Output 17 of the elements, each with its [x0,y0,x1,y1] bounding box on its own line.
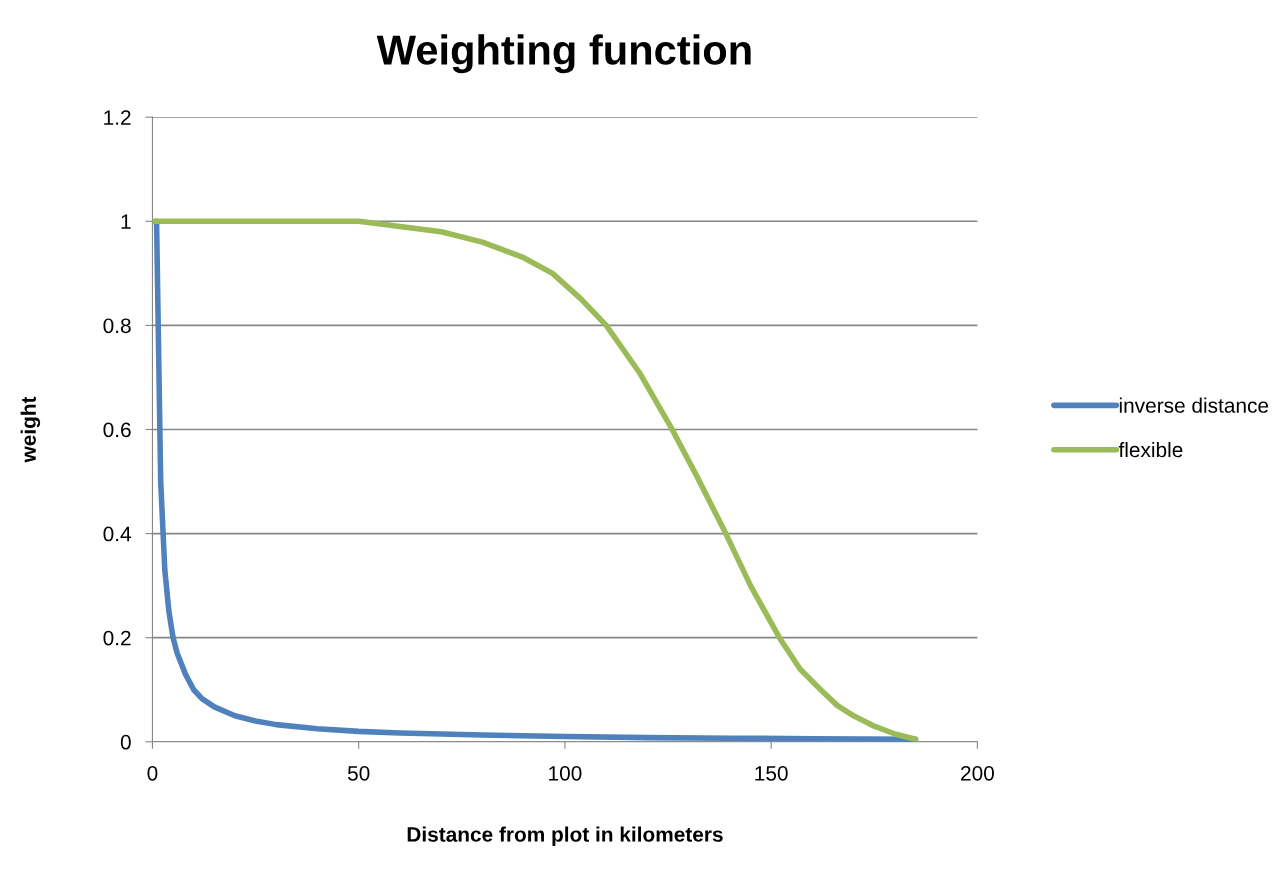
y-tick-label: 0.4 [103,526,131,542]
y-tick-label: 1.2 [104,110,131,125]
x-tick-label: 0 [147,765,158,781]
x-axis-title: Distance from plot in kilometers [407,826,723,846]
chart-title: Weighting function [376,34,751,74]
y-tick-label: 1 [121,214,131,229]
x-tick-label: 100 [549,765,582,781]
y-tick-label: 0.2 [103,630,131,646]
y-tick-label: 0.8 [103,318,131,334]
x-tick-label: 200 [961,765,994,781]
x-tick-label: 150 [755,765,788,781]
legend-label: flexible [1118,441,1183,458]
legend-label: inverse distance [1119,397,1269,413]
y-axis-title: weight [20,396,41,463]
y-tick-label: 0 [120,734,131,750]
x-tick-label: 50 [347,765,370,781]
y-tick-label: 0.6 [103,422,131,438]
